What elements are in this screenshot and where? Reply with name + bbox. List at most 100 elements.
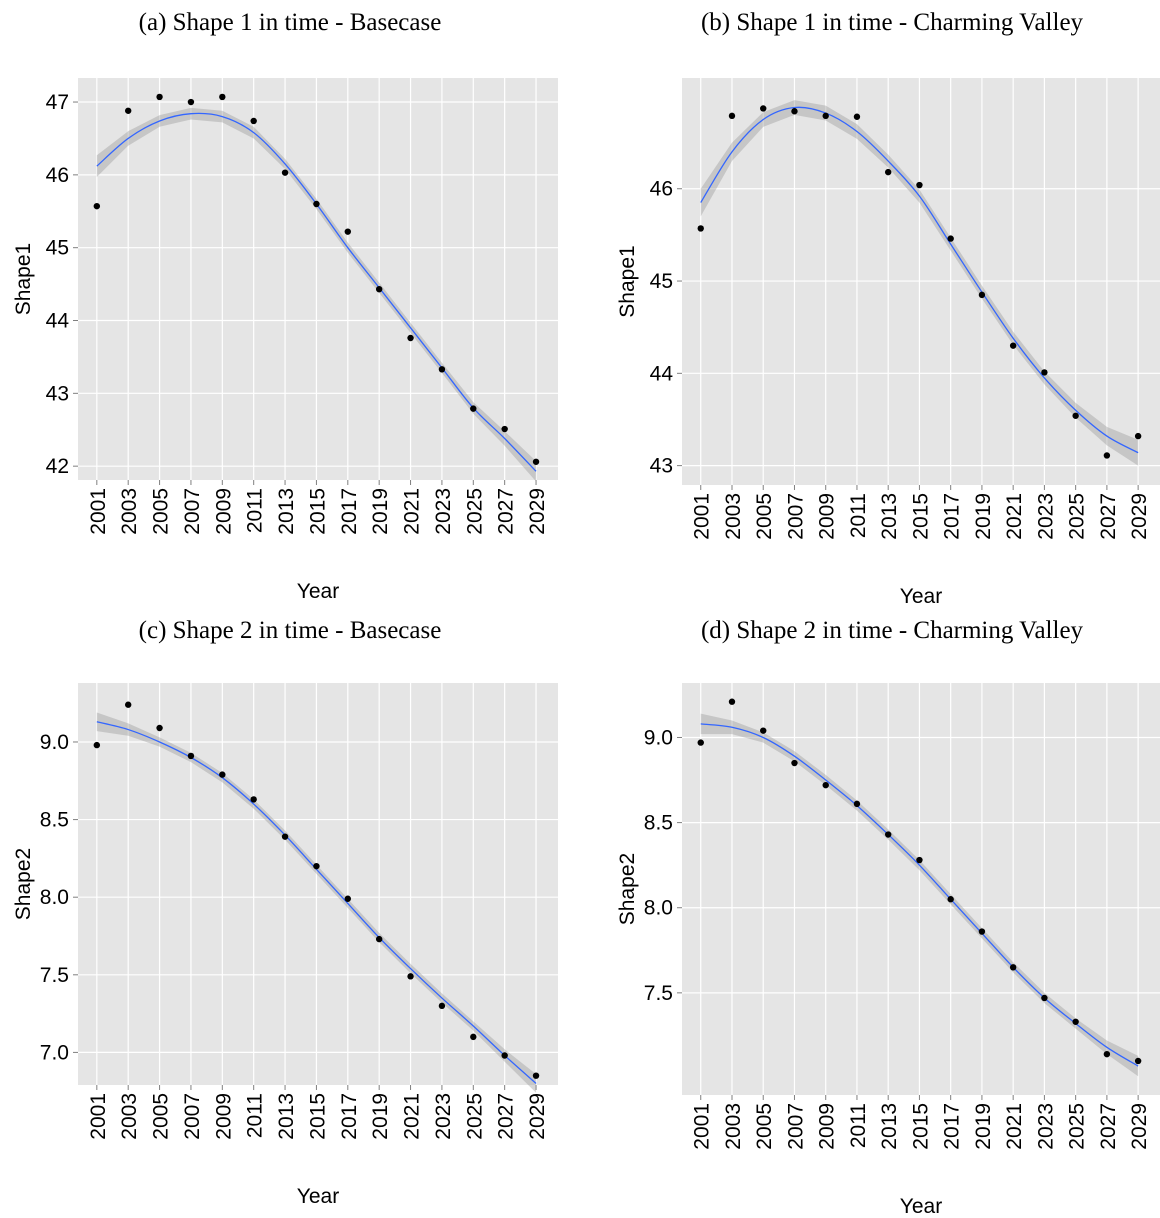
smooth-line [700, 723, 1139, 1067]
data-point [281, 833, 289, 840]
data-point [219, 771, 226, 778]
x-tick-label: 2005 [753, 1103, 776, 1150]
x-tick-label: 2027 [1097, 1103, 1120, 1150]
x-tick-label: 2001 [87, 488, 110, 535]
data-point [407, 334, 414, 342]
data-point [470, 405, 477, 412]
y-tick-label: 42 [46, 455, 69, 478]
panel: (d) Shape 2 in time - Charming Valley 7.5… [616, 617, 1160, 1218]
x-tick-label: 2023 [1034, 493, 1057, 540]
y-tick-label: 45 [650, 270, 673, 293]
x-tick-label: 2009 [816, 1103, 839, 1150]
data-point [124, 107, 132, 114]
data-point [344, 895, 352, 902]
x-tick-label: 2007 [181, 1093, 204, 1140]
data-point [1009, 342, 1017, 349]
data-point [438, 366, 446, 373]
x-tick-label: 2013 [878, 1103, 901, 1150]
x-tick-label: 2003 [118, 488, 141, 535]
x-tick-label: 2003 [118, 1093, 141, 1140]
y-axis-label: Shape1 [616, 245, 639, 317]
data-point [313, 200, 320, 208]
x-tick-label: 2025 [463, 1093, 486, 1140]
x-tick-label: 2013 [878, 493, 901, 540]
data-point [760, 727, 767, 734]
x-tick-label: 2001 [691, 493, 714, 540]
data-point [1009, 964, 1017, 971]
x-tick-label: 2017 [338, 1093, 361, 1140]
data-point [916, 181, 923, 189]
x-tick-label: 2029 [526, 488, 549, 535]
x-tick-label: 2023 [432, 488, 455, 535]
x-tick-label: 2009 [212, 488, 235, 535]
y-tick-label: 8.0 [644, 897, 673, 920]
x-tick-label: 2009 [816, 493, 839, 540]
panel: (b) Shape 1 in time - Charming Valley 43 4… [616, 9, 1160, 608]
x-tick-label: 2023 [432, 1093, 455, 1140]
x-tick-label: 2017 [941, 493, 964, 540]
x-tick-label: 2025 [463, 488, 486, 535]
x-tick-label: 2011 [847, 493, 870, 538]
data-point [501, 1052, 508, 1059]
x-tick-label: 2019 [972, 1103, 995, 1150]
x-tick-label: 2001 [87, 1093, 110, 1140]
x-tick-label: 2005 [150, 1093, 173, 1140]
x-tick-label: 2011 [847, 1103, 870, 1148]
x-tick-label: 2023 [1034, 1103, 1057, 1150]
data-point [978, 291, 986, 299]
y-tick-label: 7.0 [40, 1041, 69, 1064]
x-tick-label: 2021 [401, 1093, 424, 1140]
data-point [124, 701, 132, 708]
x-tick-label: 2029 [1128, 493, 1151, 540]
data-point [728, 698, 736, 705]
x-tick-label: 2019 [972, 493, 995, 540]
x-axis-label: Year [900, 1195, 942, 1218]
data-point [250, 117, 257, 125]
data-point [407, 973, 414, 980]
data-point [281, 169, 289, 176]
x-tick-label: 2029 [526, 1093, 549, 1140]
panel-title: (b) Shape 1 in time - Charming Valley [701, 9, 1084, 36]
data-point [1103, 1050, 1111, 1058]
data-point [978, 928, 986, 935]
data-point [93, 741, 101, 749]
smooth-line [700, 106, 1139, 454]
x-axis-label: Year [297, 1185, 339, 1208]
x-tick-label: 2017 [338, 488, 361, 535]
x-tick-label: 2027 [1097, 493, 1120, 540]
x-tick-label: 2003 [722, 493, 745, 540]
data-point [156, 724, 163, 732]
data-point [884, 831, 892, 838]
data-point [93, 202, 101, 210]
x-tick-label: 2015 [909, 493, 932, 540]
x-tick-label: 2015 [306, 1093, 329, 1140]
x-tick-label: 2007 [784, 1103, 807, 1150]
data-point [947, 235, 954, 242]
x-tick-label: 2007 [181, 488, 204, 535]
x-tick-label: 2019 [369, 488, 392, 535]
y-tick-label: 47 [46, 91, 69, 114]
x-tick-label: 2011 [244, 488, 267, 533]
x-tick-label: 2011 [244, 1093, 267, 1138]
y-tick-label: 46 [46, 164, 69, 187]
x-tick-label: 2021 [1003, 1103, 1026, 1150]
x-tick-label: 2025 [1066, 493, 1089, 540]
data-point [250, 796, 257, 803]
data-point [1134, 432, 1142, 440]
panel: (a) Shape 1 in time - Basecase 42 43 44 45 46… [12, 9, 558, 603]
x-tick-label: 2013 [275, 488, 298, 535]
x-axis-label: Year [900, 585, 942, 608]
x-tick-label: 2017 [941, 1103, 964, 1150]
x-axis-label: Year [297, 580, 339, 603]
data-point [853, 800, 861, 808]
data-point [1103, 452, 1111, 459]
x-tick-label: 2021 [401, 488, 424, 535]
y-tick-label: 43 [46, 382, 69, 405]
panel: (c) Shape 2 in time - Basecase 7.0 7.5 8.0 8… [12, 617, 558, 1208]
y-tick-label: 9.0 [40, 731, 69, 754]
y-tick-label: 7.5 [40, 964, 69, 987]
data-point [853, 113, 861, 120]
data-point [947, 896, 954, 903]
plot-background [682, 683, 1160, 1095]
data-point [822, 112, 829, 120]
